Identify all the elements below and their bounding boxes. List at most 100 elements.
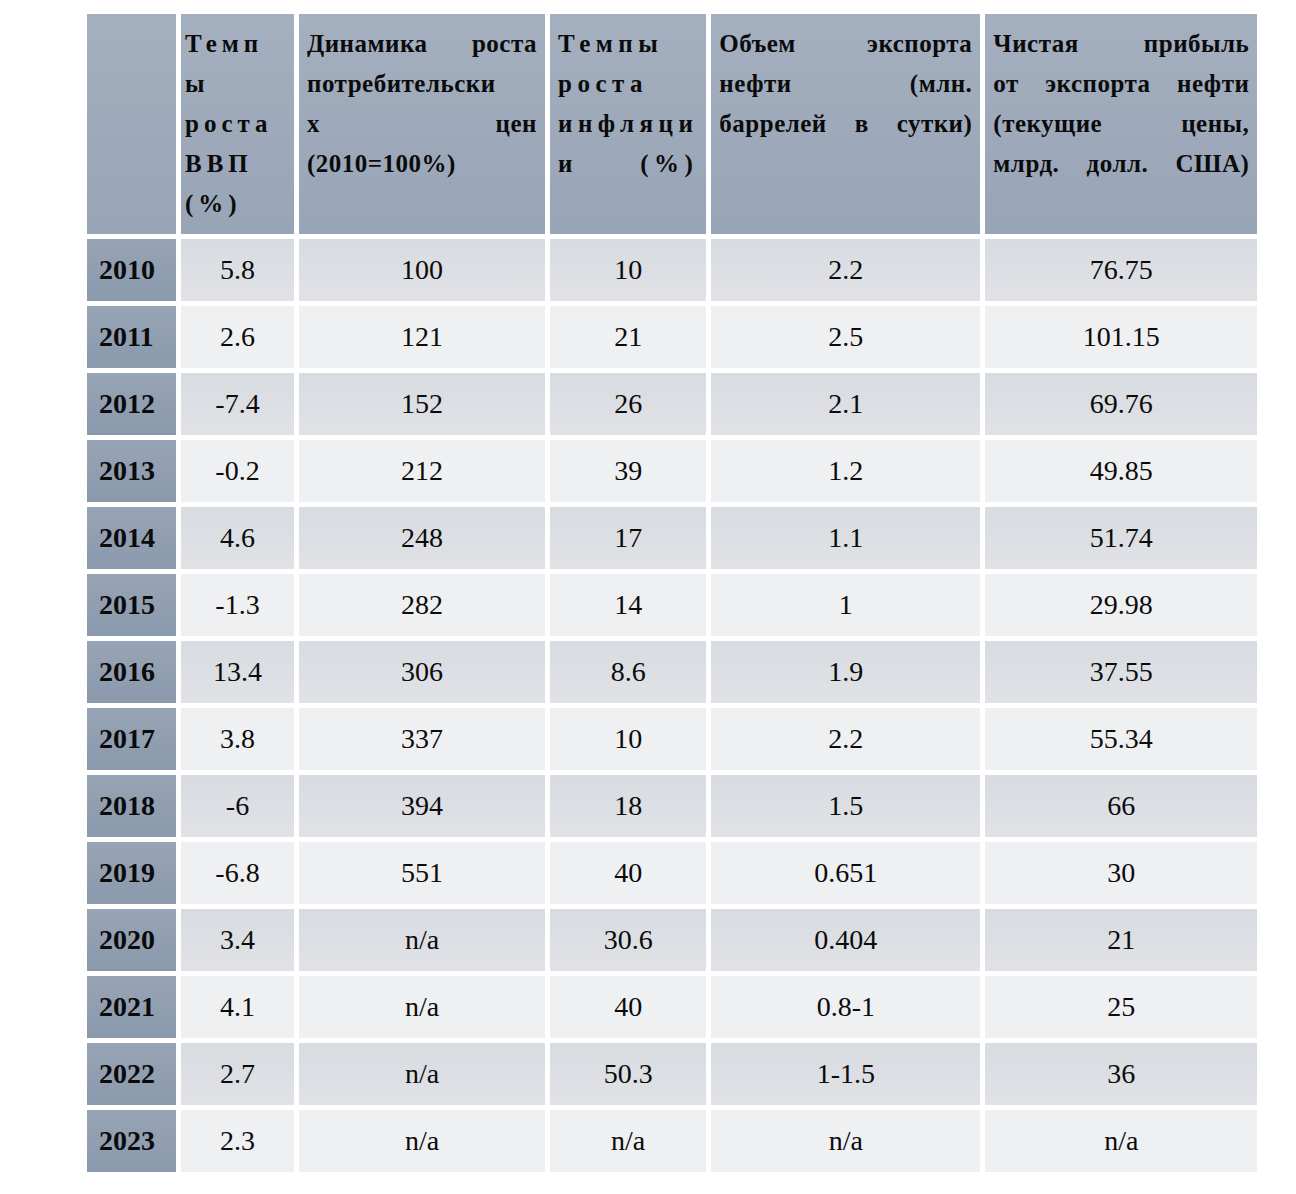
year-cell: 2018	[87, 775, 176, 837]
data-cell: 2.6	[181, 306, 294, 368]
data-cell: 8.6	[550, 641, 706, 703]
year-cell: 2022	[87, 1043, 176, 1105]
data-cell: 1.2	[711, 440, 980, 502]
data-cell: 51.74	[985, 507, 1257, 569]
data-cell: 21	[985, 909, 1257, 971]
data-cell: -0.2	[181, 440, 294, 502]
data-cell: 0.8-1	[711, 976, 980, 1038]
data-cell: 40	[550, 842, 706, 904]
table-row: 201613.43068.61.937.55	[87, 641, 1257, 703]
data-cell: 0.404	[711, 909, 980, 971]
data-cell: n/a	[550, 1110, 706, 1172]
header-row: Темп ы роста ВВП (%) Динамика роста потр…	[87, 14, 1257, 234]
data-cell: 40	[550, 976, 706, 1038]
data-cell: 337	[299, 708, 545, 770]
data-cell: 30.6	[550, 909, 706, 971]
data-cell: n/a	[299, 1043, 545, 1105]
data-cell: 18	[550, 775, 706, 837]
data-cell: 3.4	[181, 909, 294, 971]
year-cell: 2010	[87, 239, 176, 301]
data-cell: 100	[299, 239, 545, 301]
table-row: 2013-0.2212391.249.85	[87, 440, 1257, 502]
table-row: 20214.1n/a400.8-125	[87, 976, 1257, 1038]
data-cell: 76.75	[985, 239, 1257, 301]
table-row: 2015-1.328214129.98	[87, 574, 1257, 636]
corner-cell	[87, 14, 176, 234]
data-cell: 69.76	[985, 373, 1257, 435]
year-cell: 2012	[87, 373, 176, 435]
data-cell: 14	[550, 574, 706, 636]
data-cell: 50.3	[550, 1043, 706, 1105]
data-cell: 2.1	[711, 373, 980, 435]
data-cell: 4.6	[181, 507, 294, 569]
header-gdp-growth: Темп ы роста ВВП (%)	[181, 14, 294, 234]
header-inflation-rate: Темпы роста инфляци и (%)	[550, 14, 706, 234]
data-cell: 29.98	[985, 574, 1257, 636]
data-cell: 1	[711, 574, 980, 636]
data-cell: -6	[181, 775, 294, 837]
data-cell: 2.2	[711, 239, 980, 301]
data-cell: n/a	[299, 909, 545, 971]
table-row: 20203.4n/a30.60.40421	[87, 909, 1257, 971]
year-cell: 2017	[87, 708, 176, 770]
data-cell: 10	[550, 708, 706, 770]
table-row: 20222.7n/a50.31-1.536	[87, 1043, 1257, 1105]
data-cell: 1.9	[711, 641, 980, 703]
data-cell: 66	[985, 775, 1257, 837]
year-cell: 2019	[87, 842, 176, 904]
header-consumer-price-index: Динамика роста потребительски х цен (201…	[299, 14, 545, 234]
data-cell: 17	[550, 507, 706, 569]
data-cell: 101.15	[985, 306, 1257, 368]
data-cell: -7.4	[181, 373, 294, 435]
economic-indicators-table: Темп ы роста ВВП (%) Динамика роста потр…	[82, 9, 1262, 1177]
data-cell: 4.1	[181, 976, 294, 1038]
data-cell: 3.8	[181, 708, 294, 770]
table-row: 20112.6121212.5101.15	[87, 306, 1257, 368]
data-cell: 39	[550, 440, 706, 502]
data-cell: 394	[299, 775, 545, 837]
data-cell: -1.3	[181, 574, 294, 636]
data-cell: 10	[550, 239, 706, 301]
data-cell: 5.8	[181, 239, 294, 301]
data-cell: -6.8	[181, 842, 294, 904]
year-cell: 2013	[87, 440, 176, 502]
year-cell: 2021	[87, 976, 176, 1038]
header-oil-export-volume: Объем экспорта нефти (млн. баррелей в су…	[711, 14, 980, 234]
data-cell: n/a	[985, 1110, 1257, 1172]
table-row: 2012-7.4152262.169.76	[87, 373, 1257, 435]
table-row: 2018-6394181.566	[87, 775, 1257, 837]
data-cell: 2.5	[711, 306, 980, 368]
data-cell: 1-1.5	[711, 1043, 980, 1105]
data-cell: 121	[299, 306, 545, 368]
data-cell: 282	[299, 574, 545, 636]
data-cell: 248	[299, 507, 545, 569]
year-cell: 2020	[87, 909, 176, 971]
data-cell: n/a	[299, 976, 545, 1038]
table-row: 20173.8337102.255.34	[87, 708, 1257, 770]
table-row: 20232.3n/an/an/an/a	[87, 1110, 1257, 1172]
data-cell: n/a	[711, 1110, 980, 1172]
data-cell: 1.1	[711, 507, 980, 569]
data-cell: 55.34	[985, 708, 1257, 770]
data-cell: 37.55	[985, 641, 1257, 703]
year-cell: 2023	[87, 1110, 176, 1172]
data-cell: 306	[299, 641, 545, 703]
data-cell: 152	[299, 373, 545, 435]
data-cell: 30	[985, 842, 1257, 904]
data-cell: 2.3	[181, 1110, 294, 1172]
data-cell: 25	[985, 976, 1257, 1038]
data-cell: 49.85	[985, 440, 1257, 502]
data-cell: 1.5	[711, 775, 980, 837]
table-row: 20144.6248171.151.74	[87, 507, 1257, 569]
data-cell: 0.651	[711, 842, 980, 904]
year-cell: 2016	[87, 641, 176, 703]
table-row: 20105.8100102.276.75	[87, 239, 1257, 301]
data-cell: 212	[299, 440, 545, 502]
data-cell: 551	[299, 842, 545, 904]
data-cell: 21	[550, 306, 706, 368]
data-cell: 36	[985, 1043, 1257, 1105]
data-cell: 2.2	[711, 708, 980, 770]
data-cell: 13.4	[181, 641, 294, 703]
year-cell: 2014	[87, 507, 176, 569]
data-cell: n/a	[299, 1110, 545, 1172]
